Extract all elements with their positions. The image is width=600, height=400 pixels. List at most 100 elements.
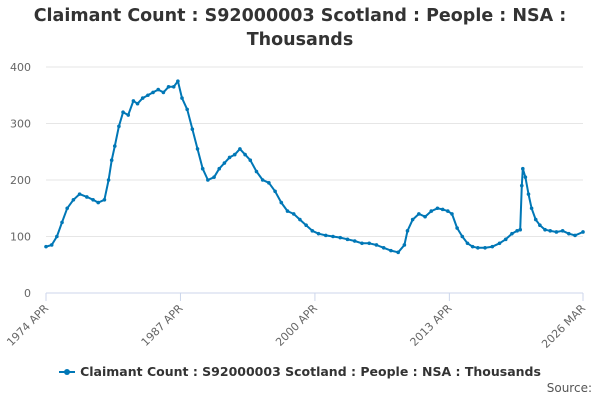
data-point[interactable] — [503, 237, 508, 242]
data-point[interactable] — [352, 239, 357, 243]
data-point[interactable] — [146, 93, 150, 98]
data-point[interactable] — [526, 192, 531, 196]
data-point[interactable] — [548, 229, 553, 233]
data-point[interactable] — [279, 200, 284, 205]
data-point[interactable] — [519, 183, 524, 188]
data-point[interactable] — [206, 178, 210, 182]
data-point[interactable] — [121, 110, 125, 114]
data-point[interactable] — [248, 158, 253, 163]
data-point[interactable] — [429, 209, 434, 213]
data-point[interactable] — [581, 230, 585, 234]
data-point[interactable] — [417, 212, 421, 216]
data-point[interactable] — [367, 241, 372, 246]
data-point[interactable] — [374, 243, 379, 247]
data-point[interactable] — [529, 206, 534, 211]
data-point[interactable] — [460, 234, 465, 239]
data-point[interactable] — [232, 152, 237, 157]
data-point[interactable] — [543, 227, 547, 232]
data-point[interactable] — [91, 197, 95, 202]
data-point[interactable] — [316, 231, 321, 236]
data-point[interactable] — [510, 231, 514, 236]
data-point[interactable] — [217, 166, 222, 171]
data-point[interactable] — [176, 79, 180, 83]
data-point[interactable] — [389, 248, 393, 253]
data-point[interactable] — [476, 246, 480, 250]
data-point[interactable] — [112, 144, 117, 148]
data-point[interactable] — [117, 124, 121, 129]
data-point[interactable] — [106, 178, 111, 182]
data-point[interactable] — [554, 230, 559, 234]
data-point[interactable] — [331, 234, 335, 239]
data-point[interactable] — [44, 244, 48, 249]
data-point[interactable] — [396, 250, 400, 255]
data-point[interactable] — [450, 212, 454, 216]
data-point[interactable] — [345, 237, 350, 242]
data-point[interactable] — [212, 175, 216, 179]
data-point[interactable] — [140, 96, 145, 100]
data-point[interactable] — [55, 234, 59, 239]
data-point[interactable] — [96, 200, 101, 205]
data-point[interactable] — [465, 241, 470, 246]
data-point[interactable] — [238, 147, 242, 151]
data-point[interactable] — [185, 107, 189, 112]
data-point[interactable] — [538, 223, 542, 227]
data-point[interactable] — [435, 206, 440, 211]
data-point[interactable] — [533, 217, 538, 222]
data-point[interactable] — [60, 220, 64, 225]
data-point[interactable] — [49, 243, 54, 247]
data-point[interactable] — [126, 113, 131, 117]
data-point[interactable] — [518, 227, 523, 232]
legend[interactable]: Claimant Count : S92000003 Scotland : Pe… — [0, 364, 600, 379]
data-point[interactable] — [161, 90, 166, 95]
data-point[interactable] — [405, 229, 410, 233]
data-point[interactable] — [521, 166, 525, 171]
data-point[interactable] — [200, 166, 205, 171]
data-point[interactable] — [65, 206, 70, 211]
data-point[interactable] — [273, 189, 277, 194]
data-point[interactable] — [285, 209, 290, 213]
data-point[interactable] — [573, 233, 577, 238]
data-point[interactable] — [423, 214, 427, 219]
data-point[interactable] — [483, 246, 487, 250]
data-point[interactable] — [151, 90, 155, 95]
data-point[interactable] — [190, 127, 195, 131]
data-point[interactable] — [243, 152, 247, 157]
data-point[interactable] — [291, 212, 296, 216]
data-point[interactable] — [135, 101, 140, 106]
data-point[interactable] — [156, 87, 161, 92]
data-point[interactable] — [131, 99, 136, 103]
data-point[interactable] — [446, 209, 450, 213]
series-line[interactable] — [45, 80, 584, 254]
data-point[interactable] — [515, 229, 519, 233]
data-point[interactable] — [323, 233, 328, 238]
data-point[interactable] — [267, 181, 271, 185]
data-point[interactable] — [490, 244, 495, 249]
data-point[interactable] — [304, 223, 308, 227]
data-point[interactable] — [560, 229, 565, 233]
data-point[interactable] — [381, 246, 386, 250]
data-point[interactable] — [410, 217, 415, 222]
data-point[interactable] — [402, 243, 407, 247]
data-point[interactable] — [77, 192, 82, 196]
data-point[interactable] — [102, 197, 107, 202]
data-point[interactable] — [338, 235, 343, 240]
data-point[interactable] — [71, 197, 76, 202]
data-point[interactable] — [195, 147, 200, 151]
data-point[interactable] — [497, 241, 502, 246]
data-point[interactable] — [227, 155, 232, 160]
data-point[interactable] — [166, 84, 171, 89]
data-point[interactable] — [455, 226, 459, 230]
data-point[interactable] — [222, 161, 227, 165]
data-point[interactable] — [180, 96, 184, 100]
data-point[interactable] — [254, 169, 259, 174]
data-point[interactable] — [470, 244, 475, 249]
data-point[interactable] — [360, 241, 364, 246]
data-point[interactable] — [171, 84, 176, 89]
data-point[interactable] — [310, 229, 315, 233]
data-point[interactable] — [523, 175, 528, 179]
data-point[interactable] — [567, 231, 571, 236]
data-point[interactable] — [85, 195, 89, 199]
data-point[interactable] — [109, 158, 114, 163]
data-point[interactable] — [260, 178, 265, 182]
data-point[interactable] — [298, 217, 302, 222]
